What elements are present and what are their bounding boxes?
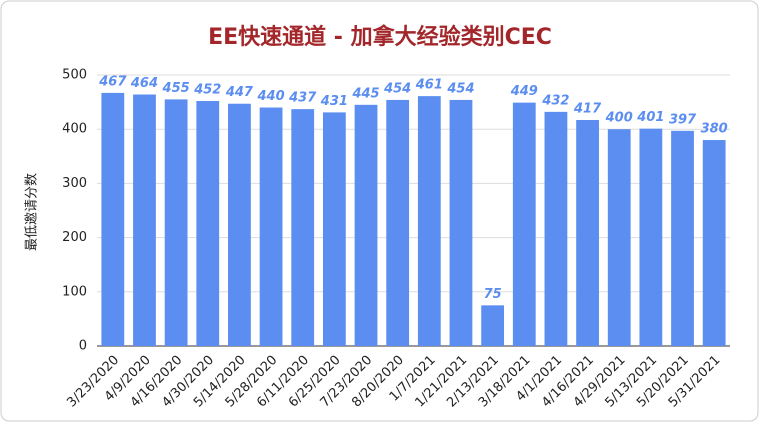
- bar: [702, 140, 726, 346]
- y-tick-label: 500: [62, 68, 87, 83]
- bar: [544, 111, 568, 346]
- value-label: 461: [415, 78, 443, 93]
- bar: [164, 99, 188, 346]
- value-label: 454: [383, 81, 411, 96]
- y-tick-label: 300: [62, 176, 87, 191]
- value-label: 454: [446, 81, 474, 96]
- value-label: 437: [288, 91, 317, 106]
- bar: [671, 130, 694, 346]
- value-label: 447: [225, 85, 254, 100]
- value-label: 400: [605, 111, 633, 126]
- value-label: 431: [320, 94, 348, 109]
- value-label: 464: [130, 76, 158, 91]
- bar: [196, 101, 220, 347]
- bar: [449, 99, 473, 346]
- value-label: 417: [573, 101, 602, 116]
- bar: [133, 94, 156, 347]
- value-label: 452: [193, 83, 221, 98]
- bar: [607, 129, 631, 346]
- value-label: 440: [257, 89, 285, 104]
- bar: [386, 99, 410, 346]
- bar: [322, 112, 346, 346]
- value-label: 455: [162, 81, 190, 96]
- bar: [576, 119, 599, 347]
- y-tick-label: 400: [62, 122, 87, 137]
- bar: [417, 96, 441, 346]
- y-axis-label: 最低邀请分数: [25, 173, 40, 251]
- bar: [512, 102, 536, 346]
- value-label: 401: [636, 110, 664, 125]
- value-label: 397: [669, 112, 697, 127]
- bar: [639, 128, 663, 346]
- value-label: 467: [98, 74, 127, 89]
- bar: [481, 305, 505, 346]
- value-label: 432: [541, 93, 569, 108]
- value-label: 75: [484, 287, 502, 302]
- value-label: 380: [701, 122, 728, 137]
- bar: [259, 107, 283, 347]
- bar: [228, 103, 251, 346]
- bar: [291, 109, 315, 346]
- bar: [101, 92, 125, 346]
- value-label: 445: [351, 86, 379, 101]
- y-tick-label: 200: [62, 230, 87, 245]
- bar: [354, 104, 378, 346]
- value-label: 449: [510, 84, 538, 99]
- y-tick-label: 0: [79, 339, 87, 354]
- y-tick-label: 100: [62, 284, 87, 299]
- chart-title: EE快速通道 - 加拿大经验类别CEC: [208, 24, 552, 50]
